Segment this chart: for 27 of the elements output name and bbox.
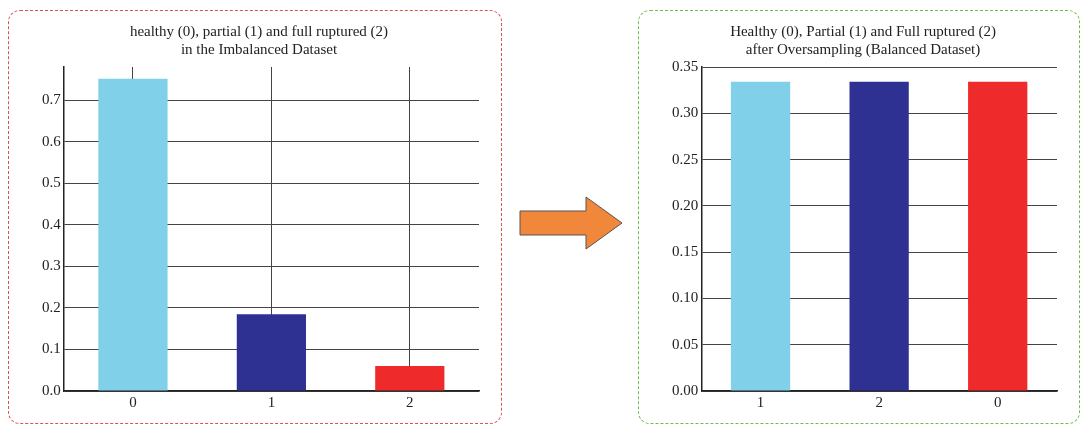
y-tick-label: 0.1 (42, 340, 61, 357)
y-tick-label: 0.30 (672, 104, 699, 121)
chart-title: healthy (0), partial (1) and full ruptured (2) in the Imbalanced Dataset (129, 22, 389, 57)
y-tick-label: 0.2 (42, 298, 61, 315)
x-tick-label: 0 (129, 393, 137, 410)
y-tick-label: 0.35 (672, 57, 699, 74)
bar (236, 314, 306, 391)
y-tick-label: 0.7 (42, 91, 62, 108)
y-tick-label: 0.15 (672, 243, 699, 260)
bar (375, 366, 445, 391)
y-tick-label: 0.20 (672, 196, 699, 213)
x-tick-label: 2 (875, 393, 883, 410)
y-tick-label: 0.00 (672, 381, 699, 398)
y-tick-label: 0.25 (672, 150, 699, 167)
y-tick-label: 0.05 (672, 335, 699, 352)
y-tick-label: 0.5 (42, 174, 61, 191)
y-tick-label: 0.6 (42, 132, 62, 149)
x-tick-label: 0 (993, 393, 1002, 410)
y-tick-label: 0.3 (42, 257, 61, 274)
y-tick-label: 0.10 (672, 289, 699, 306)
bar (98, 78, 168, 391)
y-tick-label: 0.4 (42, 215, 62, 232)
x-tick-label: 1 (756, 393, 765, 410)
x-tick-label: 1 (267, 393, 276, 410)
x-tick-label: 2 (406, 393, 414, 410)
chart-title: Healthy (0), Partial (1) and Full ruptured (2) after Oversampling (Balanced Dataset) (730, 22, 996, 58)
y-tick-label: 0.0 (42, 381, 61, 398)
